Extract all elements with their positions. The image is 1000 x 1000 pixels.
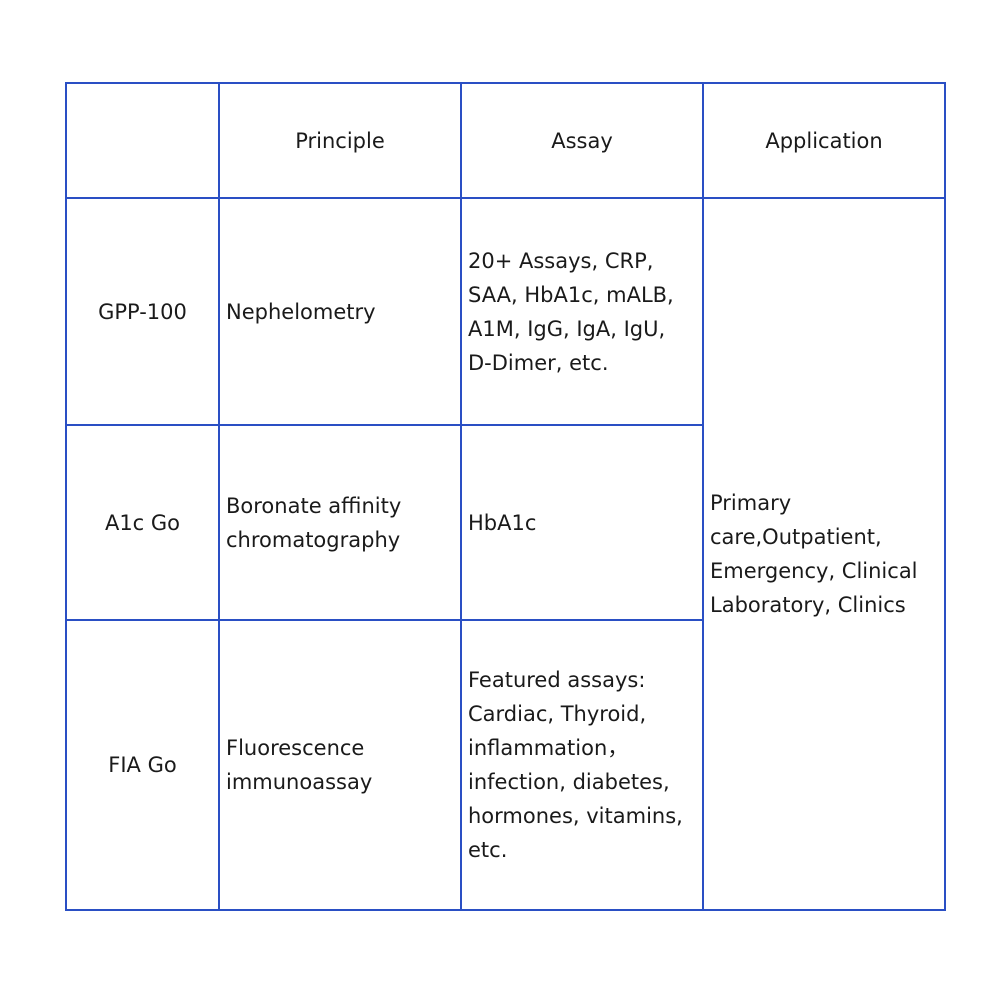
header-blank [65, 82, 220, 199]
table-row: GPP-100 Nephelometry 20+ Assays, CRP, SA… [65, 197, 946, 911]
assay-line: A1M, IgG, IgA, IgU, [468, 316, 666, 341]
product-name: A1c Go [65, 424, 220, 621]
assay-line: Cardiac, Thyroid, [468, 702, 647, 726]
principle-cell: Boronate affinity chromatography [218, 424, 462, 621]
principle-line: Boronate affinity [226, 493, 402, 518]
assay-line: 20+ Assays, CRP, [468, 248, 654, 273]
application-line: Emergency, Clinical [710, 559, 918, 583]
assay-line: etc. [468, 838, 508, 862]
application-line: Laboratory, Clinics [710, 593, 906, 617]
table-row: A1c Go Boronate affinity chromatography … [65, 424, 945, 621]
product-comparison-table: Principle Assay Application GPP-100 Neph… [65, 82, 946, 911]
table-row: FIA Go Fluorescence immunoassay Featured… [65, 619, 945, 911]
assay-line: Featured assays: [468, 668, 646, 692]
assay-line: infection, diabetes, [468, 770, 670, 794]
product-name: GPP-100 [65, 197, 220, 426]
assay-line: SAA, HbA1c, mALB, [468, 282, 674, 307]
assay-line: HbA1c [468, 510, 537, 535]
assay-cell: 20+ Assays, CRP, SAA, HbA1c, mALB, A1M, … [460, 197, 704, 426]
application-line: care,Outpatient, [710, 525, 882, 549]
principle-line: immunoassay [226, 770, 373, 794]
assay-cell: HbA1c [460, 424, 704, 621]
principle-cell: Fluorescence immunoassay [218, 619, 462, 911]
application-line: Primary [710, 491, 792, 515]
header-application: Application [702, 82, 946, 199]
assay-line: hormones, vitamins, [468, 804, 683, 828]
header-row: Principle Assay Application [65, 82, 946, 199]
header-assay: Assay [460, 82, 704, 199]
principle-cell: Nephelometry [218, 197, 462, 426]
assay-line: D-Dimer, etc. [468, 350, 609, 375]
principle-line: Nephelometry [226, 299, 376, 324]
principle-line: chromatography [226, 527, 401, 552]
assay-line: inflammation， [468, 736, 629, 760]
product-name: FIA Go [65, 619, 220, 911]
principle-line: Fluorescence [226, 736, 365, 760]
assay-cell: Featured assays: Cardiac, Thyroid, infla… [460, 619, 704, 911]
header-principle: Principle [218, 82, 462, 199]
application-cell: Primary care,Outpatient, Emergency, Clin… [702, 197, 946, 911]
